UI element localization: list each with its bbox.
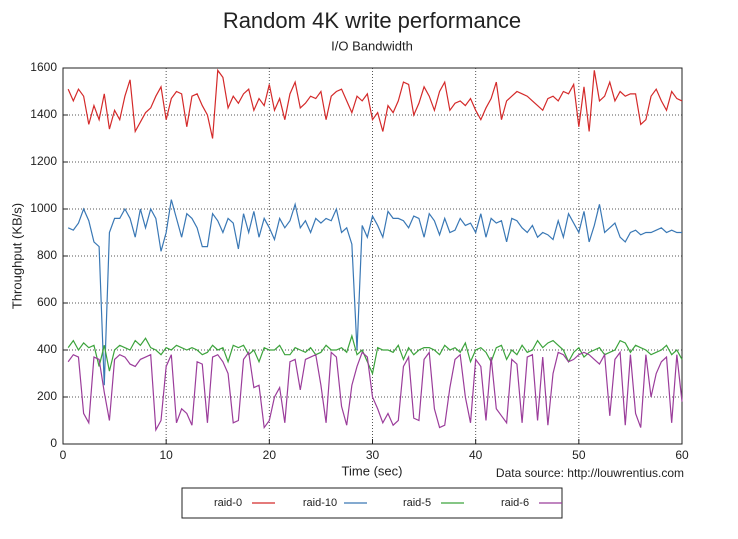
y-tick-label: 0 bbox=[50, 436, 57, 450]
x-tick-label: 60 bbox=[675, 448, 689, 462]
chart-title: Random 4K write performance bbox=[223, 8, 521, 33]
series-line bbox=[67, 68, 683, 139]
y-tick-label: 1000 bbox=[30, 201, 57, 215]
legend-label: raid-0 bbox=[214, 497, 242, 509]
plot-frame bbox=[62, 67, 683, 445]
series-line bbox=[67, 199, 682, 386]
x-tick-label: 40 bbox=[469, 448, 483, 462]
y-tick-label: 1600 bbox=[30, 60, 57, 74]
x-tick-label: 0 bbox=[60, 448, 67, 462]
x-tick-label: 20 bbox=[263, 448, 277, 462]
y-tick-label: 400 bbox=[37, 342, 57, 356]
y-tick-label: 600 bbox=[37, 295, 57, 309]
y-tick-label: 1200 bbox=[30, 154, 57, 168]
x-axis-label: Time (sec) bbox=[342, 463, 403, 478]
legend-label: raid-5 bbox=[403, 497, 431, 509]
series-line bbox=[67, 350, 683, 432]
legend-label: raid-10 bbox=[303, 497, 337, 509]
y-tick-label: 200 bbox=[37, 389, 57, 403]
y-axis-label: Throughput (KB/s) bbox=[9, 203, 24, 309]
annotation: Data source: http://louwrentius.com bbox=[496, 466, 684, 480]
series-line bbox=[67, 333, 683, 376]
x-tick-label: 10 bbox=[159, 448, 173, 462]
legend-label: raid-6 bbox=[501, 497, 529, 509]
chart-subtitle: I/O Bandwidth bbox=[331, 38, 413, 53]
x-tick-label: 30 bbox=[366, 448, 380, 462]
x-tick-label: 50 bbox=[572, 448, 586, 462]
y-tick-label: 800 bbox=[37, 248, 57, 262]
y-tick-label: 1400 bbox=[30, 107, 57, 121]
